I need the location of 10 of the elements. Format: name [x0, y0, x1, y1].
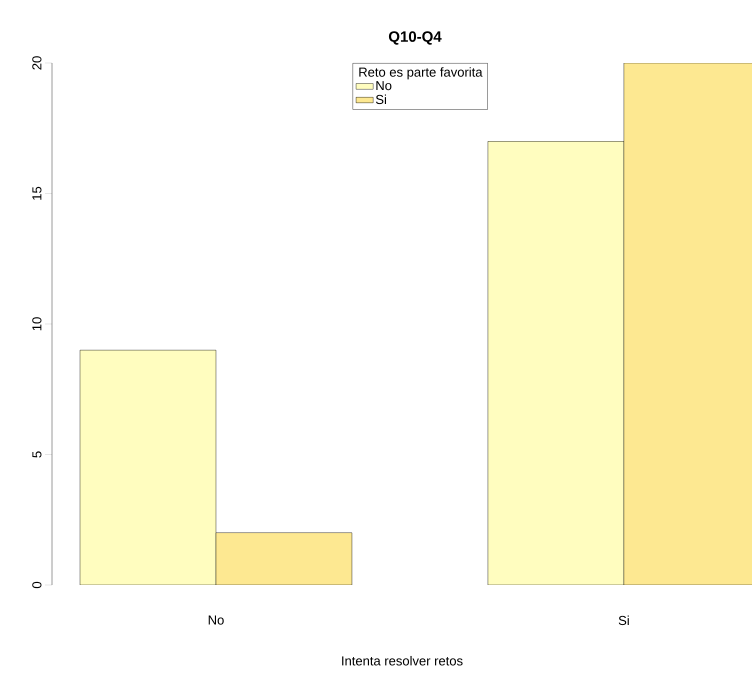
legend-label: No: [376, 81, 392, 90]
x-axis-title: Intenta resolver retos: [342, 656, 463, 666]
y-tick-label: 5: [32, 451, 42, 458]
chart-title: Q10-Q4: [388, 31, 442, 45]
legend-label: Si: [376, 94, 386, 104]
legend-title: Reto es parte favorita: [359, 67, 483, 80]
y-tick-label: 15: [32, 186, 42, 200]
y-tick-label: 0: [32, 582, 42, 588]
y-tick-label: 20: [32, 56, 42, 70]
y-tick-label: 10: [32, 317, 42, 330]
